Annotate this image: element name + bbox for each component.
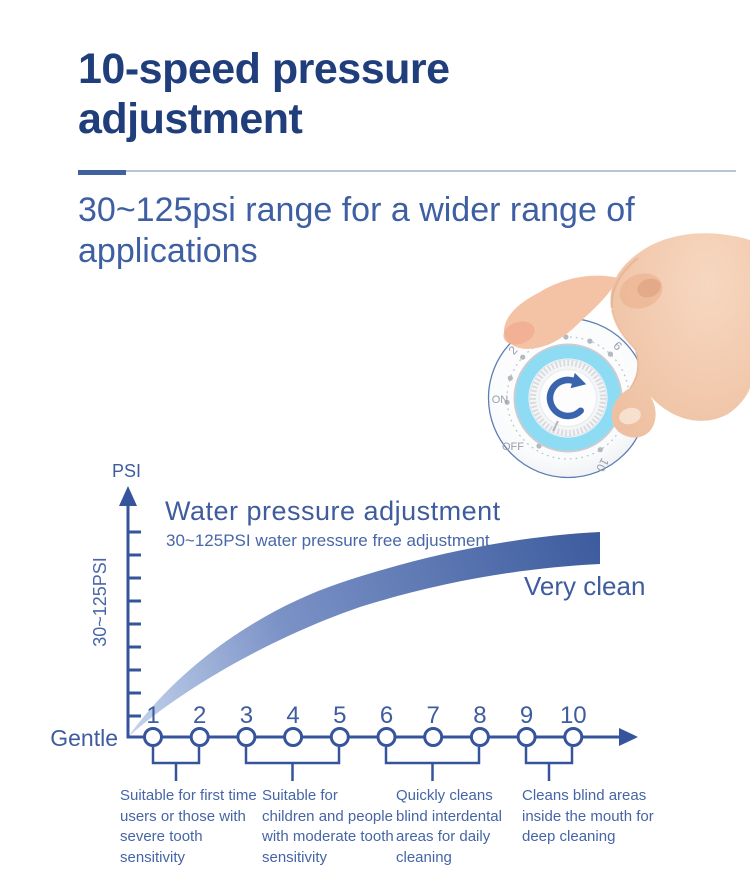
pressure-curve	[128, 532, 600, 737]
level-marker[interactable]	[329, 727, 350, 747]
chart-title: Water pressure adjustment	[165, 496, 501, 526]
level-number: 7	[427, 702, 440, 729]
level-marker[interactable]	[236, 727, 257, 747]
psi-axis-label: PSI	[112, 461, 141, 481]
pressure-chart: PSI 30~125PSI Water pressure adjustment …	[50, 461, 645, 781]
level-number: 4	[286, 702, 299, 729]
dial-cyan-ring	[515, 345, 621, 451]
level-marker[interactable]	[143, 727, 163, 747]
page-subtitle: 30~125psi range for a wider range of app…	[78, 191, 635, 271]
page-title: 10-speed pressure adjustment	[78, 45, 450, 144]
chart-subtitle: 30~125PSI water pressure free adjustment	[166, 531, 490, 550]
hand-photo	[503, 233, 750, 438]
level-group-description: Quickly cleans blind interdental areas f…	[396, 787, 502, 867]
level-number: 3	[240, 702, 253, 729]
dial-knurl	[530, 360, 606, 436]
y-axis-arrow	[119, 486, 137, 506]
level-number: 1	[146, 702, 159, 729]
level-marker[interactable]	[516, 727, 537, 747]
dial-pointer	[552, 420, 559, 432]
divider-line	[126, 170, 736, 172]
level-group-brackets	[151, 747, 574, 781]
thumb-tip	[503, 321, 535, 345]
gentle-label: Gentle	[50, 725, 118, 751]
x-axis-arrow	[619, 728, 638, 746]
dial-scale-10: 10	[593, 456, 612, 475]
level-number: 6	[380, 702, 393, 729]
level-marker[interactable]	[563, 727, 584, 747]
level-number: 8	[473, 702, 486, 729]
dial-on-label: ON	[492, 394, 509, 406]
rotate-clockwise-icon	[546, 372, 587, 420]
level-group-description: Suitable for children and people with mo…	[262, 787, 394, 867]
level-number: 2	[193, 702, 206, 729]
level-marker[interactable]	[423, 727, 444, 747]
hand-creases	[610, 257, 639, 389]
y-axis-ticks	[128, 530, 141, 718]
dial-off-label: OFF	[502, 441, 524, 453]
very-clean-label: Very clean	[524, 571, 645, 601]
y-axis-range-label: 30~125PSI	[90, 557, 110, 647]
level-group-description: Suitable for first time users or those w…	[120, 787, 257, 867]
level-number: 9	[520, 702, 533, 729]
level-number: 5	[333, 702, 346, 729]
divider	[78, 170, 736, 175]
level-marker[interactable]	[189, 727, 210, 747]
knuckle-crease	[637, 278, 661, 298]
divider-accent	[78, 170, 126, 175]
level-markers: 1 2 3 4 5 6 7 8 9 10	[143, 702, 587, 747]
fingernail	[619, 407, 641, 425]
level-marker[interactable]	[283, 727, 304, 747]
level-group-description: Cleans blind areas inside the mouth for …	[522, 787, 654, 846]
level-marker[interactable]	[376, 727, 397, 747]
level-number: 10	[560, 702, 587, 729]
level-marker[interactable]	[469, 727, 490, 747]
pressure-dial[interactable]: ON OFF 2 4 6 10	[487, 317, 649, 479]
